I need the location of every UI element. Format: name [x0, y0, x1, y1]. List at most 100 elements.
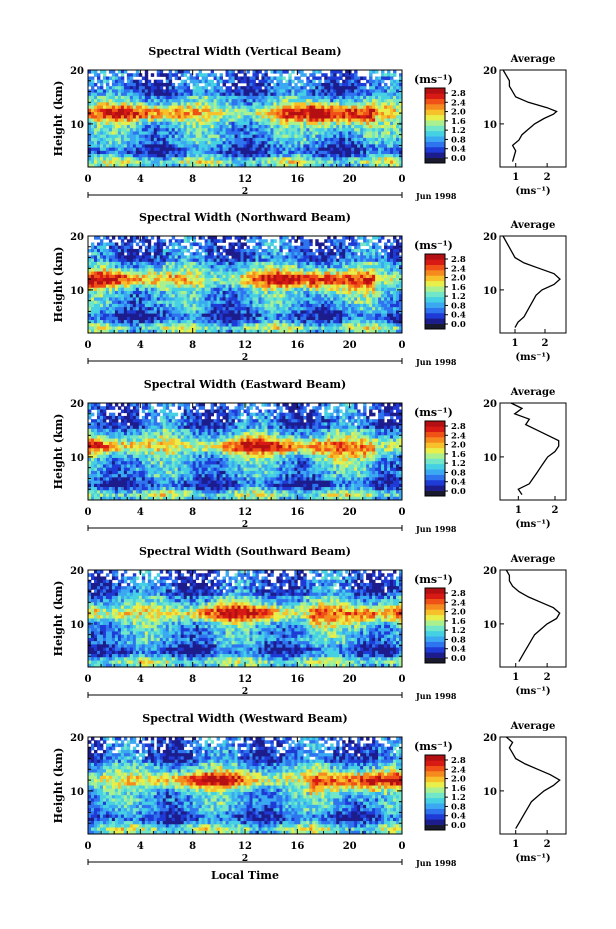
- colorbar-segment: [425, 636, 445, 642]
- average-profile-line: [505, 736, 561, 829]
- colorbar-tick-label: 1.6: [451, 617, 466, 627]
- colorbar-segment: [425, 275, 445, 282]
- colorbar-tick-label: 0.8: [451, 468, 466, 478]
- colorbar-segment: [425, 641, 445, 648]
- y-axis-label: Height (km): [52, 581, 65, 657]
- colorbar-tick-label: 2.0: [451, 108, 466, 118]
- y-axis-label: Height (km): [52, 247, 65, 323]
- colorbar-segment: [425, 620, 445, 626]
- x-tick-label: 4: [137, 841, 144, 852]
- colorbar-segment: [425, 104, 445, 110]
- average-x-tick-label: 2: [542, 338, 549, 349]
- x-axis-label: Local Time: [211, 869, 279, 882]
- colorbar-tick-label: 0.0: [451, 487, 466, 497]
- colorbar-tick-label: 2.8: [451, 589, 466, 599]
- average-y-tick-label: 10: [483, 120, 497, 131]
- colorbar-tick-label: 1.2: [451, 126, 466, 136]
- y-axis-label: Height (km): [52, 748, 65, 824]
- average-x-tick-label: 2: [552, 505, 559, 516]
- panel-title: Spectral Width (Vertical Beam): [148, 45, 341, 58]
- colorbar-tick-label: 2.8: [451, 255, 466, 265]
- x-tick-label: 4: [137, 174, 144, 185]
- colorbar-segment: [425, 604, 445, 610]
- colorbar-segment: [425, 157, 445, 164]
- date-label: Jun 1998: [415, 524, 457, 534]
- x-tick-label: 16: [290, 174, 304, 185]
- average-y-tick-label: 20: [483, 66, 497, 77]
- colorbar-segment: [425, 614, 445, 621]
- colorbar-segment: [425, 442, 445, 449]
- colorbar-segment: [425, 296, 445, 303]
- x-tick-label: 0: [399, 841, 406, 852]
- average-title: Average: [510, 387, 556, 398]
- average-x-tick-label: 1: [512, 672, 519, 683]
- colorbar-segment: [425, 421, 445, 427]
- colorbar-segment: [425, 479, 445, 486]
- colorbar-tick-label: 0.4: [451, 478, 466, 488]
- panel-title: Spectral Width (Eastward Beam): [144, 378, 346, 391]
- x-tick-label: 0: [85, 340, 92, 351]
- colorbar-tick-label: 1.2: [451, 793, 466, 803]
- panel-5: Spectral Width (Westward Beam)2010Height…: [52, 712, 567, 868]
- colorbar-segment: [425, 259, 445, 266]
- average-y-tick-label: 10: [483, 286, 497, 297]
- colorbar-tick-label: 0.4: [451, 145, 466, 155]
- colorbar-segment: [425, 652, 445, 658]
- colorbar-segment: [425, 141, 445, 148]
- x-tick-label: 0: [399, 507, 406, 518]
- colorbar-segment: [425, 264, 445, 271]
- y-tick-label: 10: [70, 120, 84, 131]
- x-tick-label: 0: [399, 174, 406, 185]
- day-label: 2: [242, 353, 248, 363]
- colorbar-tick-label: 2.8: [451, 422, 466, 432]
- colorbar-segment: [425, 426, 445, 433]
- average-panel: Average 20 10 1 2 (ms⁻¹): [483, 54, 567, 197]
- date-label: Jun 1998: [415, 691, 457, 701]
- average-title: Average: [510, 220, 556, 231]
- colorbar-segment: [425, 323, 445, 330]
- x-tick-label: 0: [85, 674, 92, 685]
- average-frame: [499, 402, 567, 501]
- average-frame: [499, 736, 567, 835]
- y-tick-label: 20: [70, 232, 84, 243]
- colorbar-segment: [425, 114, 445, 121]
- colorbar-frame: [424, 420, 446, 497]
- average-x-label: (ms⁻¹): [515, 519, 550, 530]
- colorbar-tick-label: 2.0: [451, 441, 466, 451]
- panel-1: Spectral Width (Vertical Beam)2010Height…: [52, 45, 567, 201]
- heatmap-cells: [88, 570, 403, 668]
- colorbar-segment: [425, 120, 445, 126]
- average-x-tick-label: 2: [544, 839, 551, 850]
- colorbar-segment: [425, 307, 445, 314]
- x-tick-label: 16: [290, 340, 304, 351]
- date-label: Jun 1998: [415, 858, 457, 868]
- colorbar-frame: [424, 587, 446, 664]
- colorbar-segment: [425, 458, 445, 465]
- heatmap-cells: [88, 236, 403, 334]
- average-profile-line: [510, 402, 560, 495]
- panel-title: Spectral Width (Northward Beam): [139, 211, 351, 224]
- y-tick-label: 10: [70, 453, 84, 464]
- colorbar-unit-label: (ms⁻¹): [414, 573, 453, 586]
- colorbar-tick-label: 1.2: [451, 292, 466, 302]
- colorbar-segment: [425, 646, 445, 653]
- colorbar-segment: [425, 781, 445, 788]
- colorbar-segment: [425, 803, 445, 809]
- colorbar: (ms⁻¹) 2.82.42.01.61.20.80.40.0: [414, 239, 466, 330]
- average-title: Average: [510, 554, 556, 565]
- day-label: 2: [242, 187, 248, 197]
- colorbar-segment: [425, 146, 445, 153]
- average-x-tick-label: 2: [544, 172, 551, 183]
- x-tick-label: 8: [189, 340, 196, 351]
- x-tick-label: 4: [137, 674, 144, 685]
- x-tick-label: 0: [399, 674, 406, 685]
- colorbar-segment: [425, 485, 445, 491]
- average-panel: Average 20 10 1 2 (ms⁻¹): [483, 721, 567, 864]
- colorbar-segment: [425, 765, 445, 772]
- colorbar-segment: [425, 474, 445, 481]
- x-tick-label: 12: [238, 841, 252, 852]
- average-title: Average: [510, 721, 556, 732]
- colorbar-segment: [425, 88, 445, 94]
- colorbar-segment: [425, 318, 445, 324]
